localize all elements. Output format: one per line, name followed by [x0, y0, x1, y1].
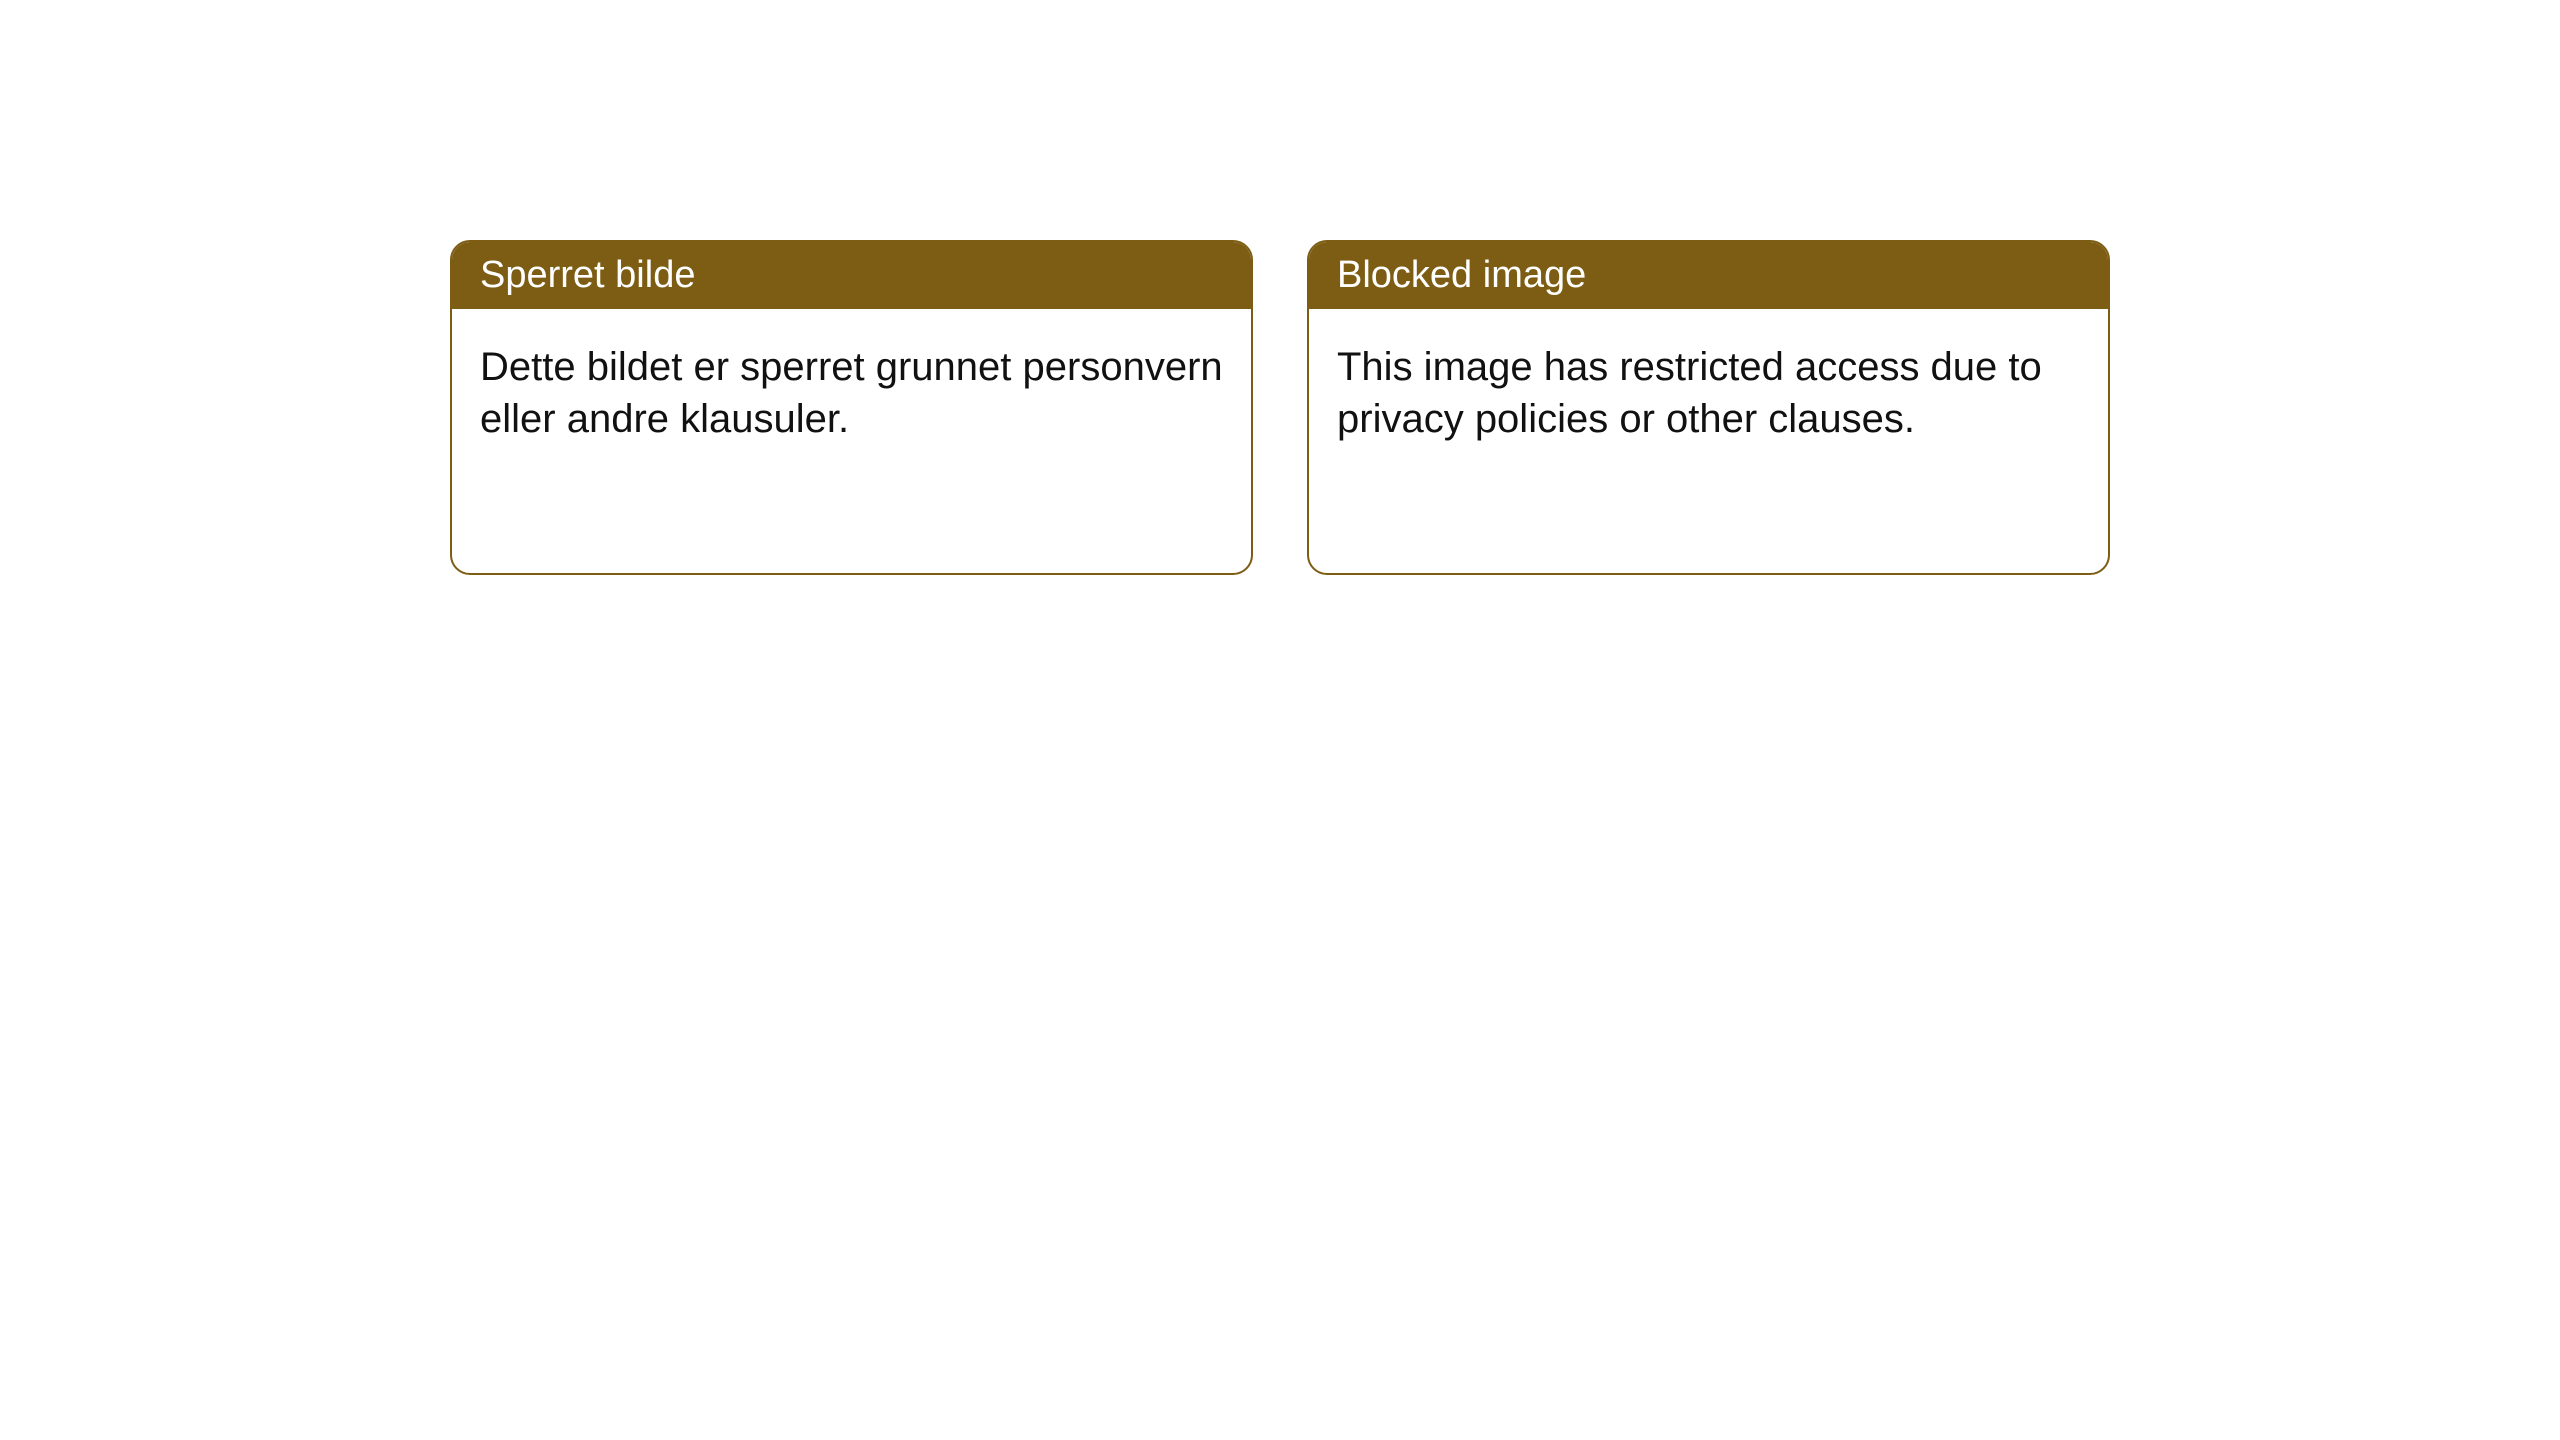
notice-card-body: Dette bildet er sperret grunnet personve…: [452, 309, 1251, 477]
notice-card-english: Blocked image This image has restricted …: [1307, 240, 2110, 575]
notice-card-body: This image has restricted access due to …: [1309, 309, 2108, 477]
notice-card-norwegian: Sperret bilde Dette bildet er sperret gr…: [450, 240, 1253, 575]
notice-card-header: Sperret bilde: [452, 242, 1251, 309]
notice-container: Sperret bilde Dette bildet er sperret gr…: [0, 0, 2560, 575]
notice-card-header: Blocked image: [1309, 242, 2108, 309]
